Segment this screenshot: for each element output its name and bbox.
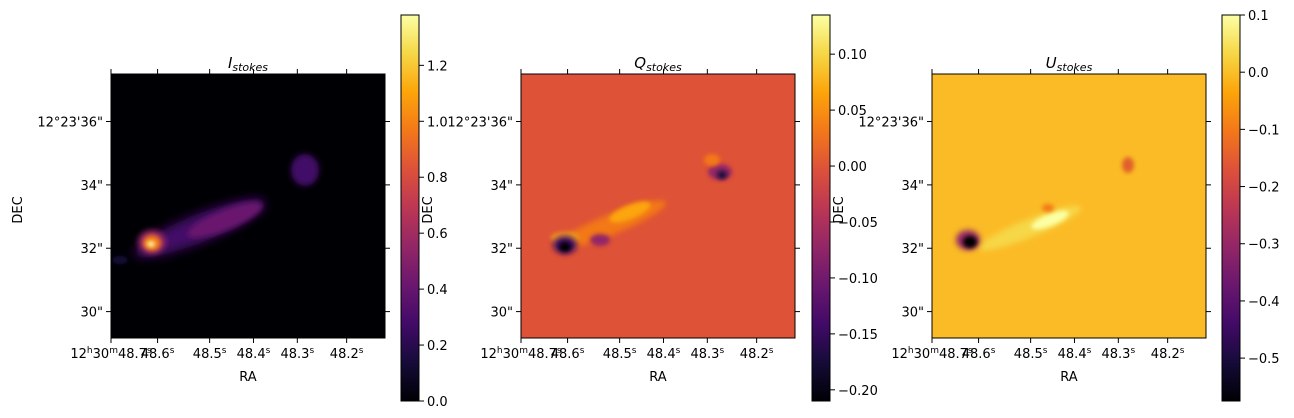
x-tick-label: 48.3s bbox=[690, 346, 724, 362]
colorbar-ticks-i: 0.0 0.2 0.4 0.6 0.8 1.0 1.2 bbox=[419, 59, 448, 410]
x-tick-label: 48.5s bbox=[603, 346, 637, 362]
x-tick-label: 48.3s bbox=[280, 346, 314, 362]
colorbar-tick-label: −0.10 bbox=[838, 272, 878, 287]
ylabel-i: DEC bbox=[11, 196, 26, 223]
x-tick-label: 48.6s bbox=[962, 346, 996, 362]
colorbar-tick-label: 0.0 bbox=[427, 395, 448, 410]
colorbar-tick-label: −0.05 bbox=[838, 216, 878, 231]
colorbar-tick-label: −0.20 bbox=[838, 384, 878, 399]
x-tick-label: 48.2s bbox=[330, 346, 364, 362]
image-i-emission bbox=[112, 154, 319, 264]
colorbar-ticks-q: −0.20 −0.15 −0.10 −0.05 0.00 0.05 0.10 bbox=[830, 48, 878, 399]
x-tick-label: 48.6s bbox=[551, 346, 585, 362]
colorbar-ticks-u: −0.5 −0.4 −0.3 −0.2 −0.1 0.0 0.1 bbox=[1240, 9, 1280, 367]
colorbar-tick-label: −0.2 bbox=[1248, 181, 1280, 196]
axes-u-frame bbox=[931, 73, 1207, 339]
x-tick-label: 48.2s bbox=[740, 346, 774, 362]
image-u-emission bbox=[956, 157, 1134, 251]
y-tick-label: 32" bbox=[490, 242, 513, 257]
image-q-emission bbox=[551, 154, 732, 254]
xlabel-u: RA bbox=[1060, 370, 1078, 385]
y-tick-label: 32" bbox=[80, 242, 103, 257]
x-tick-label: 48.2s bbox=[1151, 346, 1185, 362]
y-tick-label: 34" bbox=[490, 179, 513, 194]
title-u: Ustokes bbox=[1046, 54, 1093, 74]
x-tick-label: 48.4s bbox=[647, 346, 681, 362]
colorbar-tick-label: 1.2 bbox=[427, 59, 448, 74]
xlabel-q: RA bbox=[649, 370, 667, 385]
x-tick-label: 48.5s bbox=[193, 346, 227, 362]
title-i: Istokes bbox=[228, 54, 268, 74]
axes-q-frame bbox=[520, 73, 796, 339]
y-tick-label: 12°23'36" bbox=[447, 116, 513, 131]
colorbar-tick-label: −0.3 bbox=[1248, 238, 1280, 253]
x-tick-label: 48.4s bbox=[237, 346, 271, 362]
ylabel-q: DEC bbox=[421, 196, 436, 223]
colorbar-tick-label: 0.10 bbox=[838, 48, 867, 63]
colorbar-q bbox=[811, 14, 831, 402]
y-tick-label: 30" bbox=[901, 306, 924, 321]
image-u-background bbox=[932, 74, 1206, 338]
colorbar-tick-label: 0.2 bbox=[427, 339, 448, 354]
x-tick-label: 12h30m48.7s bbox=[480, 346, 562, 362]
axes-i-frame bbox=[110, 73, 386, 339]
y-tick-label: 32" bbox=[901, 242, 924, 257]
colorbar-tick-label: 0.00 bbox=[838, 160, 867, 175]
y-tick-label: 12°23'36" bbox=[858, 116, 924, 131]
colorbar-tick-label: 1.0 bbox=[427, 115, 448, 130]
colorbar-tick-label: −0.5 bbox=[1248, 352, 1280, 367]
x-tick-label: 12h30m48.7s bbox=[70, 346, 152, 362]
x-tick-label: 48.4s bbox=[1058, 346, 1092, 362]
x-tick-label: 48.5s bbox=[1014, 346, 1048, 362]
colorbar-tick-label: 0.4 bbox=[427, 283, 448, 298]
colorbar-tick-label: −0.4 bbox=[1248, 295, 1280, 310]
colorbar-tick-label: −0.1 bbox=[1248, 123, 1280, 138]
y-tick-label: 34" bbox=[80, 179, 103, 194]
x-tick-label: 48.6s bbox=[141, 346, 175, 362]
colorbar-u bbox=[1221, 14, 1241, 402]
colorbar-tick-label: 0.05 bbox=[838, 104, 867, 119]
xlabel-i: RA bbox=[239, 370, 257, 385]
y-tick-label: 30" bbox=[490, 306, 513, 321]
x-tick-label: 12h30m48.7s bbox=[891, 346, 973, 362]
colorbar-tick-label: 0.8 bbox=[427, 171, 448, 186]
y-tick-label: 30" bbox=[80, 306, 103, 321]
colorbar-i bbox=[400, 14, 420, 402]
colorbar-tick-label: 0.0 bbox=[1248, 66, 1269, 81]
x-tick-label: 48.3s bbox=[1101, 346, 1135, 362]
colorbar-tick-label: −0.15 bbox=[838, 328, 878, 343]
y-tick-label: 34" bbox=[901, 179, 924, 194]
ylabel-u: DEC bbox=[832, 196, 847, 223]
colorbar-tick-label: 0.6 bbox=[427, 227, 448, 242]
colorbar-tick-label: 0.1 bbox=[1248, 9, 1269, 24]
title-q: Qstokes bbox=[634, 54, 682, 74]
y-tick-label: 12°23'36" bbox=[37, 116, 103, 131]
